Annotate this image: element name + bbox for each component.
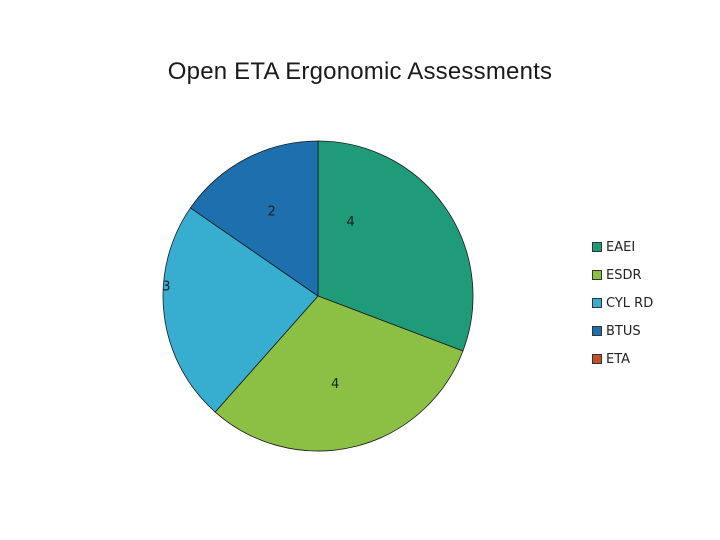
pie-data-labels: 4 4 3 2 [162,204,355,391]
chart-legend: EAEI ESDR CYL RD BTUS ETA [592,233,712,373]
legend-label-btus: BTUS [606,323,641,339]
legend-item-eta: ETA [592,345,712,373]
data-label-esdr: 4 [331,377,339,392]
legend-swatch-eaei [592,242,602,252]
legend-item-btus: BTUS [592,317,712,345]
legend-label-eaei: EAEI [606,239,636,255]
legend-label-esdr: ESDR [606,267,642,283]
pie-slice-cyl-rd [162,207,319,413]
legend-swatch-btus [592,326,602,336]
chart-title: Open ETA Ergonomic Assessments [167,58,553,85]
legend-item-esdr: ESDR [592,261,712,289]
pie-slices [162,140,474,452]
data-label-btus: 2 [268,204,276,219]
legend-swatch-eta [592,354,602,364]
data-label-cyl-rd: 3 [162,280,170,295]
legend-item-eaei: EAEI [592,233,712,261]
data-label-eaei: 4 [346,215,354,230]
legend-label-cyl-rd: CYL RD [606,295,654,311]
legend-swatch-cyl-rd [592,298,602,308]
pie-slice-esdr [214,295,464,452]
pie-slice-btus [189,140,319,297]
legend-swatch-esdr [592,270,602,280]
legend-label-eta: ETA [606,351,631,367]
pie-slice-eaei [317,140,474,352]
legend-item-cyl-rd: CYL RD [592,289,712,317]
